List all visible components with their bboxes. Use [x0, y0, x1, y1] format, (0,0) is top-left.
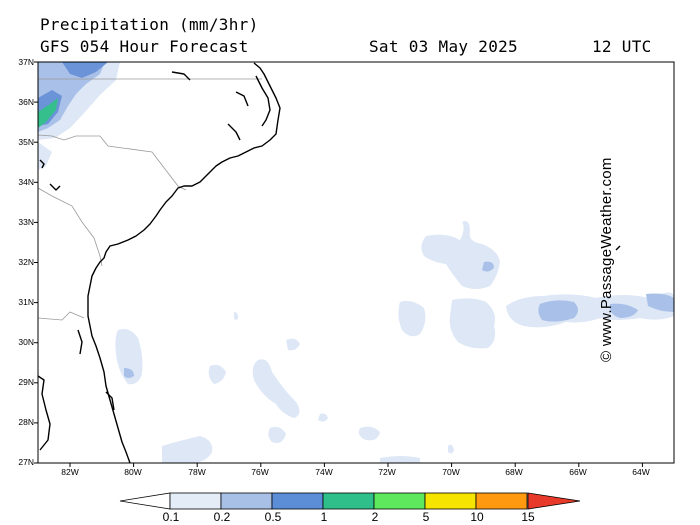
lon-label: 76W: [251, 467, 269, 477]
lon-label: 82W: [61, 467, 79, 477]
colorbar-label: 2: [371, 510, 379, 524]
colorbar-cell: [373, 492, 426, 510]
lon-label: 64W: [632, 467, 650, 477]
valid-date-label: Sat 03 May 2025: [369, 37, 518, 56]
lon-label: 68W: [505, 467, 523, 477]
lon-label: 74W: [315, 467, 333, 477]
state-borders: [38, 78, 262, 321]
lat-label: 34N: [18, 177, 34, 187]
colorbar-cell: [475, 492, 528, 510]
precip-very-heavy-areas: [38, 98, 58, 128]
colorbar-label: 0.1: [162, 510, 180, 524]
lon-label: 78W: [188, 467, 206, 477]
colorbar-left-arrow: [119, 492, 171, 510]
colorbar-label: 15: [521, 510, 535, 524]
lat-label: 35N: [18, 137, 34, 147]
lon-label: 72W: [378, 467, 396, 477]
lat-label: 30N: [18, 337, 34, 347]
valid-time-label: 12 UTC: [592, 37, 652, 56]
coastline: [38, 62, 621, 463]
colorbar-cell: [424, 492, 477, 510]
colorbar-cell: [169, 492, 222, 510]
lat-label: 31N: [18, 297, 34, 307]
lon-label: 80W: [124, 467, 142, 477]
colorbar: [119, 492, 581, 510]
colorbar-label: 1: [320, 510, 328, 524]
colorbar-label: 0.5: [264, 510, 282, 524]
colorbar-label: 10: [470, 510, 484, 524]
lat-label: 36N: [18, 97, 34, 107]
lat-label: 37N: [18, 57, 34, 67]
colorbar-cell: [322, 492, 375, 510]
colorbar-right-arrow: [527, 492, 581, 510]
lat-label: 29N: [18, 377, 34, 387]
lat-label: 33N: [18, 217, 34, 227]
colorbar-cell: [220, 492, 273, 510]
lon-label: 70W: [442, 467, 460, 477]
lat-label: 27N: [18, 457, 34, 467]
precip-light-areas: [38, 62, 674, 463]
credit-text: © www.PassageWeather.com: [598, 157, 615, 362]
lon-label: 66W: [569, 467, 587, 477]
lat-label: 32N: [18, 257, 34, 267]
model-run-label: GFS 054 Hour Forecast: [40, 37, 249, 56]
colorbar-label: 0.2: [213, 510, 231, 524]
colorbar-cell: [271, 492, 324, 510]
map-title: Precipitation (mm/3hr): [40, 15, 259, 34]
colorbar-label: 5: [422, 510, 430, 524]
lat-label: 28N: [18, 417, 34, 427]
